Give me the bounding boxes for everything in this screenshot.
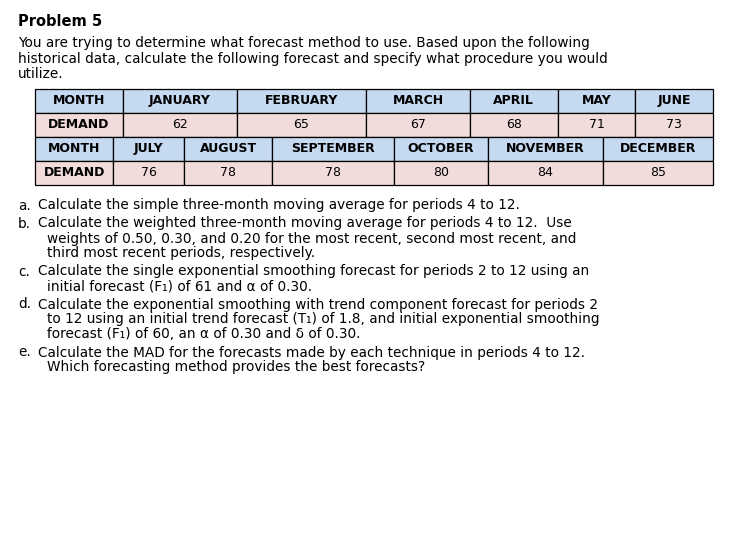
Text: to 12 using an initial trend forecast (T₁) of 1.8, and initial exponential smoot: to 12 using an initial trend forecast (T… bbox=[47, 313, 599, 327]
Bar bbox=[470, 89, 558, 113]
Bar bbox=[113, 161, 184, 184]
Text: DECEMBER: DECEMBER bbox=[620, 142, 696, 155]
Bar bbox=[635, 89, 713, 113]
Bar bbox=[366, 113, 470, 136]
Bar bbox=[394, 161, 488, 184]
Text: initial forecast (F₁) of 61 and α of 0.30.: initial forecast (F₁) of 61 and α of 0.3… bbox=[47, 280, 312, 294]
Text: 65: 65 bbox=[293, 118, 310, 131]
Bar bbox=[237, 113, 366, 136]
Text: Problem 5: Problem 5 bbox=[18, 14, 102, 29]
Text: MARCH: MARCH bbox=[392, 94, 443, 107]
Bar bbox=[184, 136, 272, 161]
Text: FEBRUARY: FEBRUARY bbox=[265, 94, 338, 107]
Text: 71: 71 bbox=[589, 118, 604, 131]
Text: JULY: JULY bbox=[134, 142, 164, 155]
Bar bbox=[488, 161, 603, 184]
Text: JUNE: JUNE bbox=[658, 94, 691, 107]
Text: 78: 78 bbox=[220, 166, 236, 179]
Bar bbox=[35, 161, 113, 184]
Text: Which forecasting method provides the best forecasts?: Which forecasting method provides the be… bbox=[47, 360, 425, 374]
Text: JANUARY: JANUARY bbox=[149, 94, 211, 107]
Text: 62: 62 bbox=[172, 118, 188, 131]
Bar bbox=[123, 113, 237, 136]
Text: d.: d. bbox=[18, 298, 31, 312]
Text: 73: 73 bbox=[666, 118, 682, 131]
Text: DEMAND: DEMAND bbox=[48, 118, 110, 131]
Text: historical data, calculate the following forecast and specify what procedure you: historical data, calculate the following… bbox=[18, 51, 608, 65]
Bar bbox=[488, 136, 603, 161]
Text: weights of 0.50, 0.30, and 0.20 for the most recent, second most recent, and: weights of 0.50, 0.30, and 0.20 for the … bbox=[47, 232, 576, 246]
Text: MONTH: MONTH bbox=[53, 94, 105, 107]
Bar bbox=[603, 136, 713, 161]
Bar bbox=[35, 136, 113, 161]
Bar bbox=[558, 89, 635, 113]
Text: 67: 67 bbox=[410, 118, 426, 131]
Text: 84: 84 bbox=[537, 166, 554, 179]
Text: 78: 78 bbox=[325, 166, 340, 179]
Text: third most recent periods, respectively.: third most recent periods, respectively. bbox=[47, 247, 315, 261]
Bar bbox=[366, 89, 470, 113]
Bar bbox=[272, 136, 394, 161]
Bar bbox=[237, 89, 366, 113]
Text: Calculate the exponential smoothing with trend component forecast for periods 2: Calculate the exponential smoothing with… bbox=[38, 298, 598, 312]
Text: Calculate the MAD for the forecasts made by each technique in periods 4 to 12.: Calculate the MAD for the forecasts made… bbox=[38, 346, 585, 360]
Text: SEPTEMBER: SEPTEMBER bbox=[291, 142, 374, 155]
Text: 76: 76 bbox=[141, 166, 157, 179]
Bar bbox=[394, 136, 488, 161]
Text: DEMAND: DEMAND bbox=[44, 166, 105, 179]
Bar bbox=[123, 89, 237, 113]
Text: e.: e. bbox=[18, 346, 31, 360]
Text: c.: c. bbox=[18, 265, 30, 279]
Bar bbox=[184, 161, 272, 184]
Text: OCTOBER: OCTOBER bbox=[407, 142, 474, 155]
Bar bbox=[35, 113, 123, 136]
Text: MAY: MAY bbox=[582, 94, 611, 107]
Text: Calculate the single exponential smoothing forecast for periods 2 to 12 using an: Calculate the single exponential smoothi… bbox=[38, 265, 590, 279]
Bar bbox=[113, 136, 184, 161]
Text: 68: 68 bbox=[506, 118, 522, 131]
Text: Calculate the weighted three-month moving average for periods 4 to 12.  Use: Calculate the weighted three-month movin… bbox=[38, 216, 572, 230]
Text: b.: b. bbox=[18, 216, 31, 230]
Text: 85: 85 bbox=[650, 166, 666, 179]
Text: Calculate the simple three-month moving average for periods 4 to 12.: Calculate the simple three-month moving … bbox=[38, 199, 520, 213]
Bar bbox=[603, 161, 713, 184]
Bar bbox=[635, 113, 713, 136]
Text: You are trying to determine what forecast method to use. Based upon the followin: You are trying to determine what forecas… bbox=[18, 36, 590, 50]
Bar bbox=[470, 113, 558, 136]
Bar bbox=[272, 161, 394, 184]
Bar bbox=[558, 113, 635, 136]
Bar bbox=[35, 89, 123, 113]
Text: 80: 80 bbox=[433, 166, 448, 179]
Text: APRIL: APRIL bbox=[494, 94, 534, 107]
Text: utilize.: utilize. bbox=[18, 67, 64, 81]
Text: NOVEMBER: NOVEMBER bbox=[506, 142, 584, 155]
Text: a.: a. bbox=[18, 199, 31, 213]
Text: MONTH: MONTH bbox=[48, 142, 100, 155]
Text: AUGUST: AUGUST bbox=[200, 142, 256, 155]
Text: forecast (F₁) of 60, an α of 0.30 and δ of 0.30.: forecast (F₁) of 60, an α of 0.30 and δ … bbox=[47, 327, 361, 341]
